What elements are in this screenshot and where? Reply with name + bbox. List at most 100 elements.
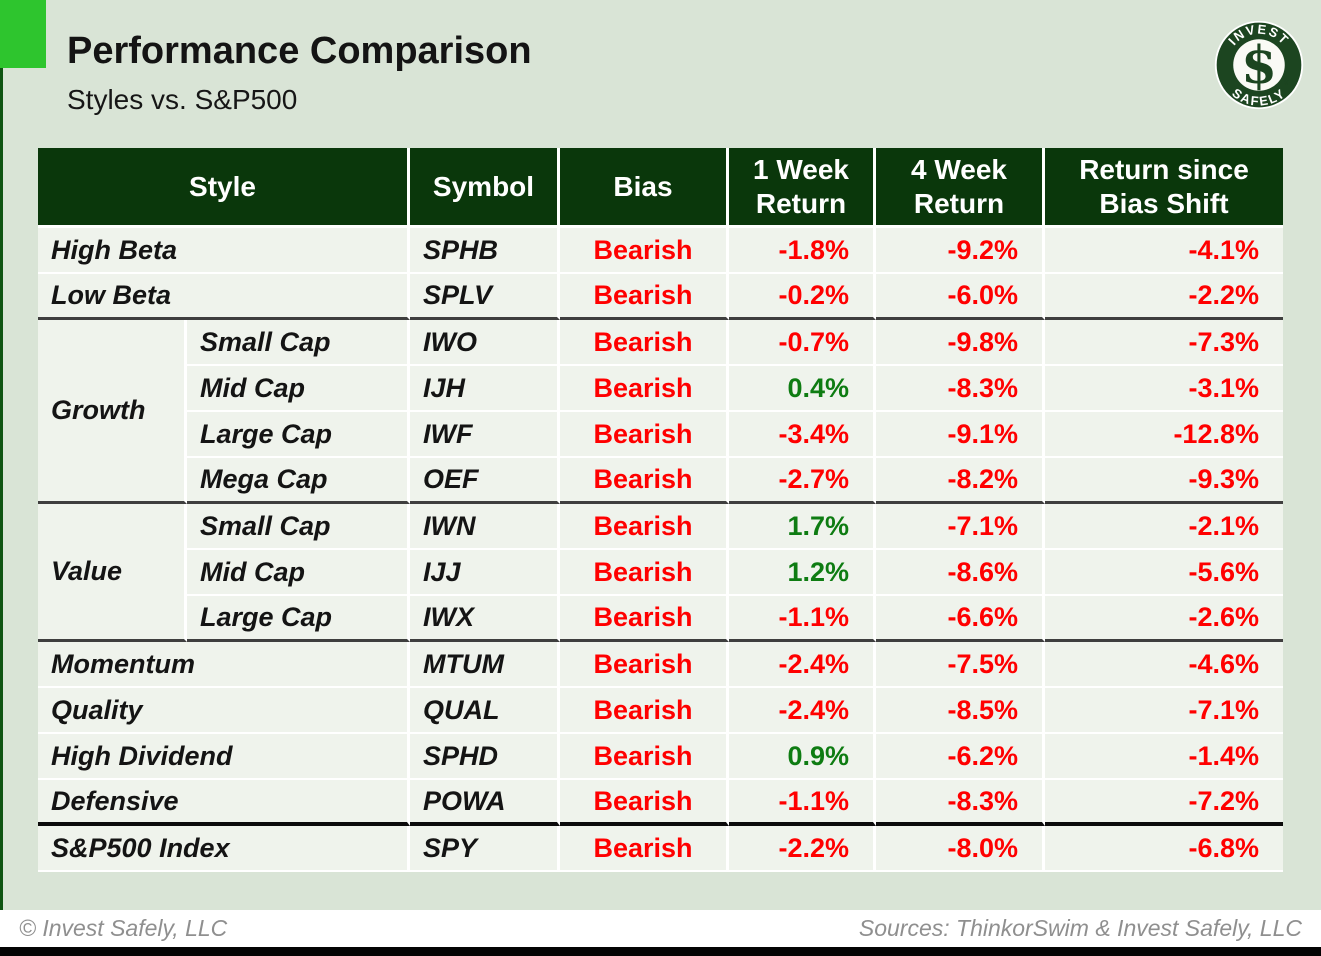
page-title: Performance Comparison — [67, 30, 532, 72]
style-cell: Quality — [38, 688, 410, 734]
style-cell: Mid Cap — [187, 366, 410, 412]
column-header: Return since Bias Shift — [1045, 148, 1283, 228]
style-cell: Large Cap — [187, 596, 410, 642]
table-row: High Beta SPHB Bearish -1.8% -9.2% -4.1% — [38, 228, 1283, 274]
table-row: Quality QUAL Bearish -2.4% -8.5% -7.1% — [38, 688, 1283, 734]
bias-cell: Bearish — [560, 412, 729, 458]
table-row: Defensive POWA Bearish -1.1% -8.3% -7.2% — [38, 780, 1283, 826]
symbol-cell: IWN — [410, 504, 560, 550]
since-shift-return-cell: -5.6% — [1045, 550, 1283, 596]
bias-cell: Bearish — [560, 504, 729, 550]
week1-return-cell: -2.2% — [729, 826, 876, 872]
bottom-black-bar — [0, 947, 1321, 956]
symbol-cell: IWX — [410, 596, 560, 642]
week4-return-cell: -8.3% — [876, 366, 1045, 412]
footer: © Invest Safely, LLC Sources: ThinkorSwi… — [0, 910, 1321, 947]
bias-cell: Bearish — [560, 642, 729, 688]
week1-return-cell: -2.4% — [729, 688, 876, 734]
table-row: Mid Cap IJH Bearish 0.4% -8.3% -3.1% — [38, 366, 1283, 412]
style-cell: Mega Cap — [187, 458, 410, 504]
logo-bottom-text: SAFELY — [1229, 85, 1286, 109]
week4-return-cell: -7.1% — [876, 504, 1045, 550]
symbol-cell: OEF — [410, 458, 560, 504]
week1-return-cell: -0.2% — [729, 274, 876, 320]
week4-return-cell: -8.5% — [876, 688, 1045, 734]
since-shift-return-cell: -3.1% — [1045, 366, 1283, 412]
week1-return-cell: 0.9% — [729, 734, 876, 780]
symbol-cell: MTUM — [410, 642, 560, 688]
style-group-cell: Growth — [38, 320, 187, 504]
week1-return-cell: -2.7% — [729, 458, 876, 504]
style-cell: Small Cap — [187, 504, 410, 550]
week1-return-cell: -0.7% — [729, 320, 876, 366]
style-cell: High Dividend — [38, 734, 410, 780]
bias-cell: Bearish — [560, 688, 729, 734]
symbol-cell: QUAL — [410, 688, 560, 734]
table-row: Momentum MTUM Bearish -2.4% -7.5% -4.6% — [38, 642, 1283, 688]
style-group-cell: Value — [38, 504, 187, 642]
column-header: Bias — [560, 148, 729, 228]
since-shift-return-cell: -2.2% — [1045, 274, 1283, 320]
bias-cell: Bearish — [560, 826, 729, 872]
style-cell: Small Cap — [187, 320, 410, 366]
week4-return-cell: -8.3% — [876, 780, 1045, 826]
style-cell: Mid Cap — [187, 550, 410, 596]
symbol-cell: IWO — [410, 320, 560, 366]
left-edge-strip — [0, 0, 3, 956]
style-cell: Low Beta — [38, 274, 410, 320]
logo-dollar-glyph: $ — [1241, 35, 1277, 95]
symbol-cell: SPLV — [410, 274, 560, 320]
since-shift-return-cell: -2.6% — [1045, 596, 1283, 642]
week4-return-cell: -9.2% — [876, 228, 1045, 274]
style-cell: High Beta — [38, 228, 410, 274]
symbol-cell: IJH — [410, 366, 560, 412]
bias-cell: Bearish — [560, 228, 729, 274]
table-row: High Dividend SPHD Bearish 0.9% -6.2% -1.4% — [38, 734, 1283, 780]
table-row: Mid Cap IJJ Bearish 1.2% -8.6% -5.6% — [38, 550, 1283, 596]
week4-return-cell: -6.0% — [876, 274, 1045, 320]
bias-cell: Bearish — [560, 550, 729, 596]
since-shift-return-cell: -12.8% — [1045, 412, 1283, 458]
accent-square — [0, 0, 46, 68]
week1-return-cell: -1.8% — [729, 228, 876, 274]
week4-return-cell: -8.2% — [876, 458, 1045, 504]
table-row: Low Beta SPLV Bearish -0.2% -6.0% -2.2% — [38, 274, 1283, 320]
column-header: 4 Week Return — [876, 148, 1045, 228]
bias-cell: Bearish — [560, 780, 729, 826]
since-shift-return-cell: -7.3% — [1045, 320, 1283, 366]
style-cell: Momentum — [38, 642, 410, 688]
since-shift-return-cell: -6.8% — [1045, 826, 1283, 872]
symbol-cell: SPY — [410, 826, 560, 872]
table-row: Large Cap IWF Bearish -3.4% -9.1% -12.8% — [38, 412, 1283, 458]
table-row: Large Cap IWX Bearish -1.1% -6.6% -2.6% — [38, 596, 1283, 642]
symbol-cell: POWA — [410, 780, 560, 826]
style-cell: Large Cap — [187, 412, 410, 458]
table-row: Value Small Cap IWN Bearish 1.7% -7.1% -2.1% — [38, 504, 1283, 642]
bias-cell: Bearish — [560, 458, 729, 504]
symbol-cell: SPHD — [410, 734, 560, 780]
week1-return-cell: -3.4% — [729, 412, 876, 458]
performance-table: Style Symbol Bias 1 Week Return 4 Week Retur… — [38, 148, 1283, 872]
week4-return-cell: -9.8% — [876, 320, 1045, 366]
bias-cell: Bearish — [560, 596, 729, 642]
column-header: Style — [38, 148, 410, 228]
table-row: Growth Small Cap IWO Bearish -0.7% -9.8% -7.3% — [38, 320, 1283, 504]
week4-return-cell: -6.2% — [876, 734, 1045, 780]
since-shift-return-cell: -7.1% — [1045, 688, 1283, 734]
week1-return-cell: 1.7% — [729, 504, 876, 550]
week4-return-cell: -8.0% — [876, 826, 1045, 872]
symbol-cell: IJJ — [410, 550, 560, 596]
week1-return-cell: 0.4% — [729, 366, 876, 412]
week1-return-cell: 1.2% — [729, 550, 876, 596]
bias-cell: Bearish — [560, 274, 729, 320]
footer-copyright: © Invest Safely, LLC — [19, 915, 228, 941]
logo-registered-mark: ® — [1284, 78, 1290, 87]
style-cell: S&P500 Index — [38, 826, 410, 872]
style-cell: Defensive — [38, 780, 410, 826]
svg-text:SAFELY: SAFELY — [1229, 85, 1288, 109]
since-shift-return-cell: -7.2% — [1045, 780, 1283, 826]
column-header: 1 Week Return — [729, 148, 876, 228]
week1-return-cell: -1.1% — [729, 780, 876, 826]
since-shift-return-cell: -9.3% — [1045, 458, 1283, 504]
